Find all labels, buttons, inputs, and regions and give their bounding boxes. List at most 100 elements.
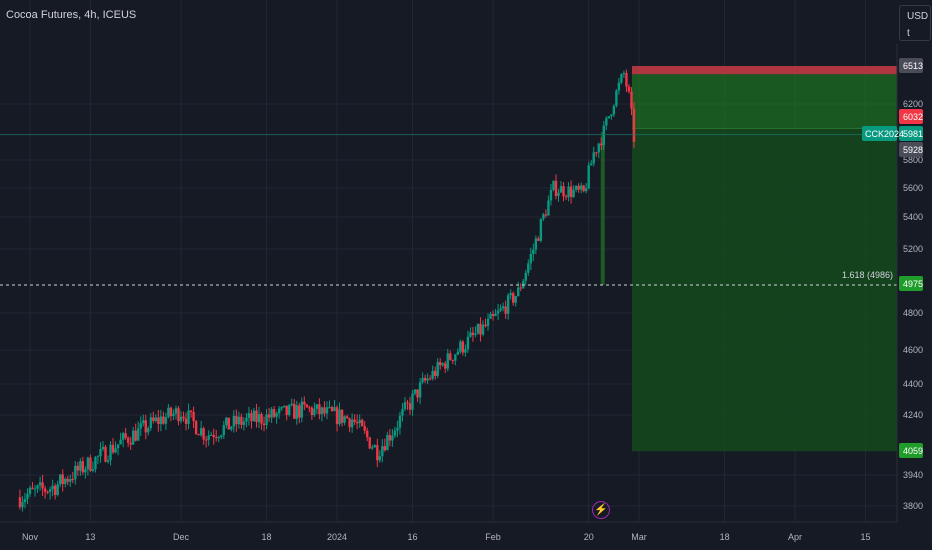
price-tick-label: 5600	[903, 183, 923, 193]
candle-body	[232, 415, 236, 427]
candle-body	[23, 498, 27, 503]
candle-body	[315, 404, 319, 409]
candle-body	[46, 491, 49, 493]
price-axis-bg	[897, 0, 932, 550]
candle-body	[451, 359, 454, 361]
lightning-icon[interactable]: ⚡	[592, 501, 610, 519]
candle-body	[527, 263, 530, 273]
candle-body	[444, 363, 447, 369]
candle-body	[557, 192, 560, 197]
candle-body	[242, 421, 246, 425]
candle-body	[194, 421, 198, 435]
candle-body	[627, 86, 631, 92]
candle-body	[345, 416, 349, 419]
candle-body	[509, 293, 512, 296]
candle-body	[499, 308, 502, 311]
fib-level-label: 1.618 (4986)	[842, 270, 893, 280]
candle-body	[217, 437, 220, 439]
candle-body	[572, 189, 575, 198]
candle-body	[371, 447, 374, 449]
candle-body	[182, 416, 185, 419]
candle-body	[406, 402, 409, 404]
candle-body	[126, 437, 130, 443]
candle-body	[439, 362, 442, 366]
candle-body	[116, 444, 120, 449]
candle-body	[577, 186, 580, 190]
candle-body	[189, 410, 193, 412]
candle-body	[323, 407, 326, 414]
candle-body	[89, 457, 92, 471]
candle-body	[36, 485, 39, 489]
candle-body	[262, 423, 266, 426]
candle-body	[81, 461, 85, 473]
candle-body	[552, 180, 555, 190]
candle-body	[355, 421, 359, 424]
candle-body	[408, 403, 412, 410]
candle-body	[298, 405, 301, 418]
candle-body	[295, 405, 298, 419]
candle-body	[358, 419, 361, 424]
candle-body	[106, 460, 110, 462]
candle-body	[398, 415, 402, 428]
candle-body	[476, 323, 480, 334]
candle-body	[479, 323, 482, 335]
candle-body	[574, 186, 578, 190]
candle-body	[615, 90, 618, 106]
candle-body	[282, 405, 286, 408]
candle-body	[21, 502, 24, 508]
price-tick-label: 5400	[903, 212, 923, 222]
candle-body	[320, 407, 324, 415]
candle-body	[622, 72, 626, 75]
currency-button[interactable]: USD t	[899, 5, 931, 41]
candle-body	[225, 417, 228, 426]
candle-body	[376, 445, 379, 461]
candle-body	[338, 409, 341, 425]
candle-body	[212, 434, 215, 438]
price-label-value: 5981	[903, 129, 923, 139]
candle-body	[51, 485, 54, 490]
candle-body	[413, 389, 417, 394]
candle-body	[18, 497, 22, 508]
candle-body	[562, 186, 565, 197]
candle-body	[597, 143, 600, 153]
candle-body	[245, 417, 248, 422]
candles	[18, 69, 636, 512]
price-label-value: 6513	[903, 61, 923, 71]
position-zones	[600, 66, 897, 452]
candle-body	[416, 389, 419, 398]
price-tick-label: 4600	[903, 345, 923, 355]
candle-body	[481, 324, 485, 335]
candle-body	[610, 114, 613, 117]
candle-body	[373, 445, 376, 448]
candle-body	[529, 254, 533, 264]
candle-body	[582, 185, 585, 192]
candle-body	[43, 488, 47, 492]
candle-body	[290, 403, 293, 406]
candle-body	[607, 116, 611, 119]
price-tick-label: 5200	[903, 244, 923, 254]
candle-body	[532, 249, 535, 255]
candle-body	[53, 485, 57, 495]
candle-body	[300, 401, 303, 418]
candle-body	[167, 407, 170, 418]
candle-body	[288, 405, 291, 415]
candle-body	[96, 456, 100, 458]
candle-body	[539, 218, 543, 241]
candle-body	[220, 435, 223, 438]
candle-body	[76, 465, 80, 471]
candle-body	[215, 437, 218, 439]
time-tick-label: Mar	[631, 532, 647, 542]
candle-body	[277, 408, 281, 414]
candle-body	[74, 465, 77, 480]
candle-body	[177, 408, 180, 422]
overlays: 1.618 (4986)	[0, 134, 897, 286]
candle-body	[464, 349, 467, 353]
candle-body	[519, 287, 522, 289]
candle-body	[174, 408, 178, 414]
small-marker	[600, 132, 605, 285]
candle-body	[436, 362, 439, 376]
candle-body	[534, 238, 538, 250]
symbol-title[interactable]: Cocoa Futures, 4h, ICEUS	[6, 9, 137, 21]
candle-body	[348, 418, 351, 428]
